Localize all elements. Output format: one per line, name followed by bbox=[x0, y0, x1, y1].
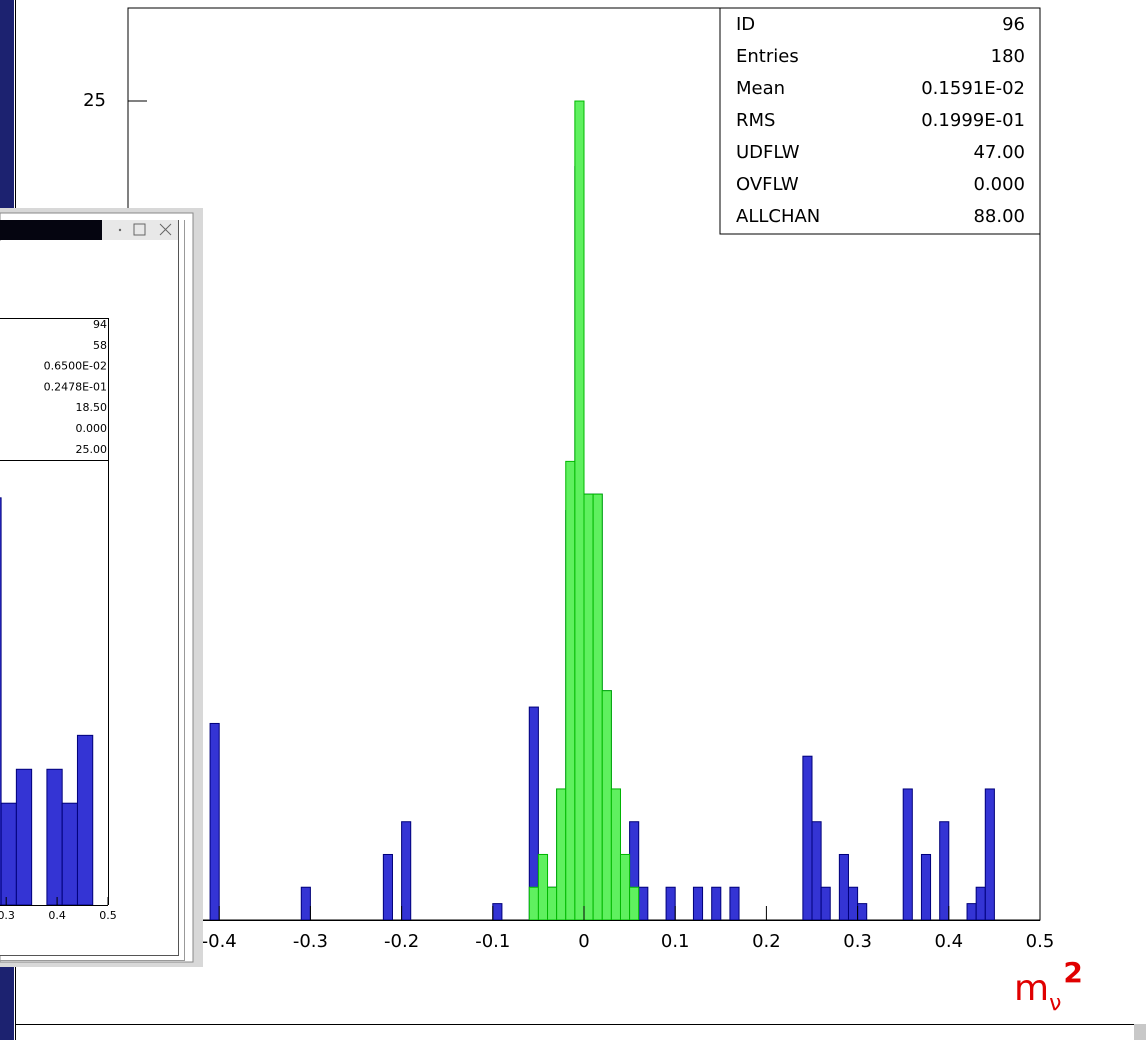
bar bbox=[209, 722, 220, 921]
x-tick-label: 0.5 bbox=[1026, 931, 1055, 952]
bar bbox=[15, 768, 33, 906]
main-chart: -0.4 -0.3 -0.2 -0.1 0 0.1 0.2 0.3 0.4 0.5 25 ID 96 E… bbox=[83, 7, 1083, 1016]
bar bbox=[939, 821, 950, 921]
bar bbox=[556, 788, 567, 921]
x-tick-label: -0.3 bbox=[293, 931, 328, 952]
bar bbox=[857, 903, 868, 921]
stats-label: ALLCHAN bbox=[736, 206, 820, 227]
x-tick-label: 0.5 bbox=[99, 909, 117, 922]
bar bbox=[638, 886, 649, 921]
y-tick-label: 25 bbox=[83, 90, 106, 111]
bar bbox=[300, 886, 311, 921]
bar bbox=[820, 886, 831, 921]
bar bbox=[811, 821, 822, 921]
x-axis-label: mν2 bbox=[1014, 956, 1083, 1016]
stats-value: 0.000 bbox=[76, 422, 108, 435]
stats-value: 47.00 bbox=[973, 142, 1025, 163]
bar bbox=[583, 493, 594, 921]
stats-value: 0.1999E-01 bbox=[921, 110, 1025, 131]
x-label-base: m bbox=[1014, 968, 1049, 1009]
stats-value: 88.00 bbox=[973, 206, 1025, 227]
title-bar bbox=[0, 220, 102, 240]
bar bbox=[565, 460, 576, 921]
x-tick-label: 0.4 bbox=[934, 931, 963, 952]
bar bbox=[966, 903, 977, 921]
minimize-icon[interactable] bbox=[118, 228, 122, 232]
bar bbox=[802, 755, 813, 921]
title-buttons bbox=[102, 220, 178, 240]
bar bbox=[537, 853, 549, 921]
stats-value: 180 bbox=[991, 46, 1025, 67]
bar bbox=[984, 788, 995, 921]
x-tick-label: 0 bbox=[578, 931, 589, 952]
stats-value: 25.00 bbox=[76, 443, 108, 456]
bar bbox=[920, 853, 932, 921]
bar bbox=[61, 802, 78, 906]
stats: ID 96 Entries 180 Mean 0.1591E-02 RMS 0.1999E-0… bbox=[736, 14, 1025, 227]
bar bbox=[592, 493, 603, 921]
bar bbox=[76, 734, 94, 906]
stats-label: Mean bbox=[736, 78, 785, 99]
stats-label: RMS bbox=[736, 110, 775, 131]
bar bbox=[547, 886, 558, 921]
stats-value: 0.6500E-02 bbox=[44, 360, 107, 373]
bar bbox=[629, 886, 640, 921]
stats-value: 94 bbox=[93, 318, 107, 331]
x-label-sub: ν bbox=[1049, 991, 1061, 1016]
bar bbox=[46, 768, 63, 906]
bar bbox=[619, 853, 631, 921]
stats-value: 0.1591E-02 bbox=[921, 78, 1025, 99]
x-tick-label: 0.3 bbox=[843, 931, 872, 952]
bar bbox=[528, 886, 539, 921]
bar bbox=[665, 886, 676, 921]
x-tick-label: 0.3 bbox=[0, 909, 15, 922]
bar bbox=[711, 886, 722, 921]
stats-label: OVFLW bbox=[736, 174, 799, 195]
axes: -0.4 -0.3 -0.2 -0.1 0 0.1 0.2 0.3 0.4 0.5 25 bbox=[83, 90, 1054, 952]
bar bbox=[0, 497, 2, 906]
axes: 0.3 0.4 0.5 bbox=[0, 897, 117, 922]
stats: 94 58 0.6500E-02 0.2478E-01 18.50 0.000 25.00 bbox=[44, 318, 107, 456]
bar bbox=[692, 886, 704, 921]
bar bbox=[574, 100, 585, 921]
bar bbox=[729, 886, 740, 921]
close-icon[interactable] bbox=[159, 223, 172, 236]
bar bbox=[601, 690, 612, 921]
stats-value: 58 bbox=[93, 339, 107, 352]
bar bbox=[610, 788, 621, 921]
x-tick-label: 0.1 bbox=[661, 931, 690, 952]
stats-value: 96 bbox=[1002, 14, 1025, 35]
bar bbox=[838, 853, 849, 921]
stats-value: 0.2478E-01 bbox=[44, 380, 107, 393]
x-tick-label: -0.2 bbox=[384, 931, 419, 952]
bar bbox=[382, 853, 393, 921]
stats-value: 0.000 bbox=[973, 174, 1025, 195]
x-label-sup: 2 bbox=[1063, 956, 1082, 989]
stats-value: 18.50 bbox=[76, 401, 108, 414]
stats-box bbox=[719, 7, 1041, 235]
stats-label: UDFLW bbox=[736, 142, 800, 163]
stats-label: ID bbox=[736, 14, 755, 35]
x-tick-label: 0.2 bbox=[752, 931, 781, 952]
maximize-icon[interactable] bbox=[133, 223, 146, 236]
bar bbox=[401, 821, 412, 921]
small-window: 0.3 0.4 0.5 94 58 0.6500E-02 0.2478E-01 18.50 0… bbox=[0, 208, 203, 967]
bar bbox=[0, 802, 17, 906]
x-tick-label: -0.1 bbox=[475, 931, 510, 952]
stats-label: Entries bbox=[736, 46, 799, 67]
bar bbox=[975, 886, 986, 921]
x-tick-label: -0.4 bbox=[202, 931, 237, 952]
window-corner bbox=[1134, 1024, 1146, 1040]
x-tick-label: 0.4 bbox=[48, 909, 66, 922]
bar bbox=[492, 903, 503, 921]
bar bbox=[902, 788, 913, 921]
bar bbox=[847, 886, 859, 921]
